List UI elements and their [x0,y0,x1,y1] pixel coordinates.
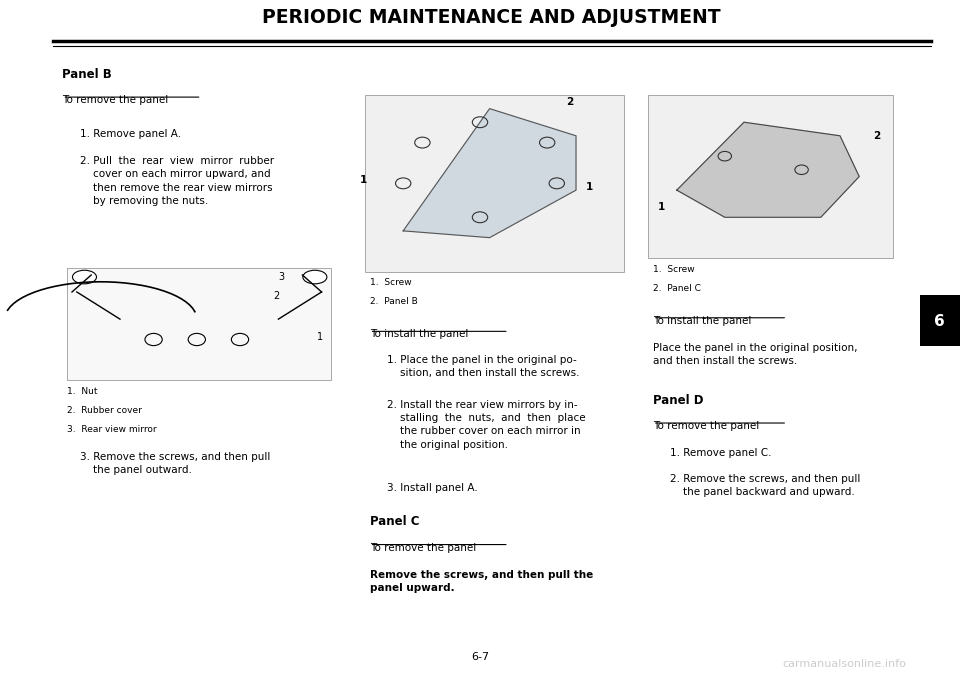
Text: 1. Remove panel C.: 1. Remove panel C. [670,448,772,458]
Text: Panel B: Panel B [62,68,112,81]
Ellipse shape [303,270,326,284]
Text: To remove the panel: To remove the panel [653,421,759,431]
Bar [365,95,624,272]
Text: 2.  Panel B: 2. Panel B [370,297,418,306]
Text: 1: 1 [360,175,368,185]
Text: PERIODIC MAINTENANCE AND ADJUSTMENT: PERIODIC MAINTENANCE AND ADJUSTMENT [262,8,721,27]
Bar [67,268,331,380]
Text: 3: 3 [278,272,284,282]
Text: 1: 1 [658,202,665,213]
Text: 1. Place the panel in the original po-
    sition, and then install the screws.: 1. Place the panel in the original po- s… [387,355,580,378]
Text: carmanualsonline.info: carmanualsonline.info [782,659,907,669]
Text: To remove the panel: To remove the panel [62,95,169,105]
Text: 2. Pull  the  rear  view  mirror  rubber
    cover on each mirror upward, and
  : 2. Pull the rear view mirror rubber cove… [80,156,274,206]
Text: 2.  Panel C: 2. Panel C [653,284,701,293]
Text: 1: 1 [317,331,323,342]
Ellipse shape [73,270,96,284]
Text: 6-7: 6-7 [471,652,489,662]
Text: 2.  Rubber cover: 2. Rubber cover [67,406,142,415]
Text: 2. Install the rear view mirrors by in-
    stalling  the  nuts,  and  then  pla: 2. Install the rear view mirrors by in- … [387,400,586,449]
Text: 1. Remove panel A.: 1. Remove panel A. [80,129,180,139]
Text: 2: 2 [274,291,280,301]
Polygon shape [403,109,576,238]
Text: To install the panel: To install the panel [653,316,751,326]
Text: 1.  Screw: 1. Screw [370,278,411,287]
Text: Place the panel in the original position,
and then install the screws.: Place the panel in the original position… [653,343,857,366]
Text: Panel C: Panel C [370,515,420,528]
Text: 3.  Rear view mirror: 3. Rear view mirror [67,425,156,434]
Text: Panel D: Panel D [653,394,704,407]
Text: 2. Remove the screws, and then pull
    the panel backward and upward.: 2. Remove the screws, and then pull the … [670,474,860,497]
Text: 1: 1 [586,182,593,192]
Bar [648,95,893,258]
Text: Remove the screws, and then pull the
panel upward.: Remove the screws, and then pull the pan… [370,570,593,593]
Text: 2: 2 [874,131,881,141]
Text: 2: 2 [566,97,574,107]
Text: 1.  Screw: 1. Screw [653,265,694,274]
Polygon shape [677,122,859,217]
Text: 3. Remove the screws, and then pull
    the panel outward.: 3. Remove the screws, and then pull the … [80,452,270,475]
Text: To install the panel: To install the panel [370,329,468,340]
Text: To remove the panel: To remove the panel [370,543,476,553]
Text: 3. Install panel A.: 3. Install panel A. [387,483,478,493]
FancyBboxPatch shape [920,295,960,346]
Text: 6: 6 [934,314,946,329]
Text: 1.  Nut: 1. Nut [67,387,98,396]
